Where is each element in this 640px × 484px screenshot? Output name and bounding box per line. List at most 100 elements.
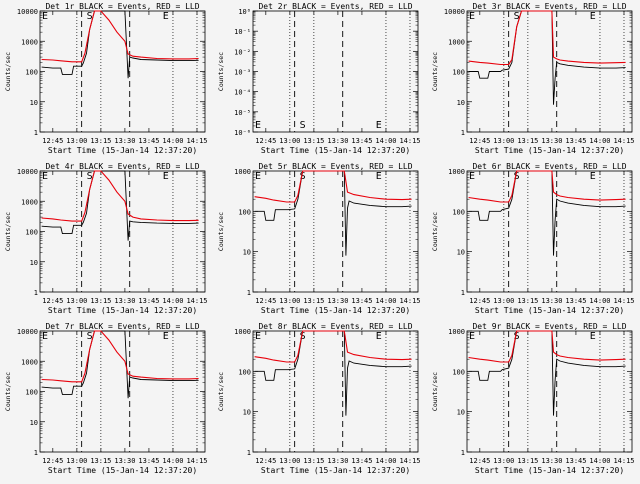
y-tick-label: 1000 — [448, 328, 465, 336]
y-tick-label: 100 — [238, 208, 251, 216]
x-tick-label: 14:00 — [589, 297, 610, 305]
start-marker-label: S — [87, 171, 93, 182]
begin-marker-label: E — [469, 11, 475, 22]
detector-panel: Det 4r BLACK = Events, RED = LLD Counts/s… — [4, 162, 208, 315]
y-tick-label: 10 — [457, 409, 465, 417]
panel-title: Det 8r BLACK = Events, RED = LLD — [258, 322, 412, 331]
y-tick-label: 10⁻¹ — [234, 28, 251, 36]
x-tick-label: 14:15 — [399, 297, 420, 305]
x-tick-label: 13:45 — [565, 457, 586, 465]
detector-panel: Det 2r BLACK = Events, RED = LLD Counts/s… — [217, 2, 421, 155]
panel-title: Det 5r BLACK = Events, RED = LLD — [258, 162, 412, 171]
x-tick-label: 13:30 — [327, 137, 348, 145]
x-tick-label: 13:15 — [517, 457, 538, 465]
x-tick-label: 13:30 — [327, 297, 348, 305]
x-tick-label: 14:15 — [186, 137, 207, 145]
x-tick-label: 13:15 — [90, 297, 111, 305]
y-tick-label: 1 — [461, 449, 465, 457]
end-marker-label: E — [590, 171, 596, 182]
lld-series-line — [41, 170, 199, 222]
x-tick-label: 13:30 — [114, 137, 135, 145]
panel-title: Det 6r BLACK = Events, RED = LLD — [472, 162, 626, 171]
y-tick-label: 1 — [34, 289, 38, 297]
y-tick-label: 100 — [25, 389, 38, 397]
x-axis-label: Start Time (15-Jan-14 12:37:20) — [261, 306, 410, 315]
x-tick-label: 13:45 — [138, 137, 159, 145]
x-tick-label: 14:15 — [399, 137, 420, 145]
x-tick-label: 12:45 — [255, 297, 276, 305]
y-axis-label: Counts/sec — [4, 372, 12, 411]
x-tick-label: 14:00 — [375, 297, 396, 305]
panel-title: Det 4r BLACK = Events, RED = LLD — [45, 162, 199, 171]
lld-series-line — [468, 330, 626, 363]
lld-series-line — [41, 10, 199, 63]
x-tick-label: 13:15 — [303, 137, 324, 145]
y-axis-label: Counts/sec — [4, 52, 12, 91]
x-axis-label: Start Time (15-Jan-14 12:37:20) — [48, 146, 197, 155]
y-tick-label: 1000 — [234, 168, 251, 176]
detector-panel: Det 6r BLACK = Events, RED = LLD Counts/s… — [431, 162, 635, 315]
y-axis-label: Counts/sec — [431, 372, 439, 411]
y-tick-label: 10 — [30, 99, 38, 107]
y-tick-label: 1 — [34, 129, 38, 137]
x-tick-label: 13:15 — [517, 297, 538, 305]
y-tick-label: 10⁻⁵ — [234, 109, 251, 117]
panel-title: Det 2r BLACK = Events, RED = LLD — [258, 2, 412, 11]
begin-marker-label: E — [469, 331, 475, 342]
y-tick-label: 100 — [452, 208, 465, 216]
x-axis-label: Start Time (15-Jan-14 12:37:20) — [261, 146, 410, 155]
lld-series-line — [41, 330, 199, 383]
y-tick-label: 10 — [243, 249, 251, 257]
x-axis-label: Start Time (15-Jan-14 12:37:20) — [475, 306, 624, 315]
y-tick-label: 1 — [461, 129, 465, 137]
x-tick-label: 13:00 — [66, 457, 87, 465]
x-tick-label: 14:00 — [375, 457, 396, 465]
x-tick-label: 12:45 — [255, 137, 276, 145]
events-series-line — [41, 170, 199, 241]
begin-marker-label: E — [255, 331, 261, 342]
x-tick-label: 13:00 — [493, 297, 514, 305]
x-tick-label: 13:30 — [114, 457, 135, 465]
x-tick-label: 12:45 — [42, 137, 63, 145]
panel-title: Det 7r BLACK = Events, RED = LLD — [45, 322, 199, 331]
x-tick-label: 14:15 — [186, 457, 207, 465]
panel-title: Det 3r BLACK = Events, RED = LLD — [472, 2, 626, 11]
end-marker-label: E — [590, 331, 596, 342]
x-axis-label: Start Time (15-Jan-14 12:37:20) — [48, 306, 197, 315]
start-marker-label: S — [300, 331, 306, 342]
x-tick-label: 13:45 — [565, 137, 586, 145]
end-marker-label: E — [163, 11, 169, 22]
x-tick-label: 14:15 — [613, 297, 634, 305]
y-tick-label: 1000 — [234, 328, 251, 336]
y-tick-label: 10⁻³ — [234, 69, 251, 77]
y-tick-label: 1000 — [21, 38, 38, 46]
x-tick-label: 13:15 — [303, 457, 324, 465]
y-tick-label: 10000 — [17, 168, 38, 176]
x-tick-label: 13:30 — [541, 297, 562, 305]
start-marker-label: S — [300, 120, 306, 131]
x-tick-label: 14:15 — [399, 457, 420, 465]
y-tick-label: 100 — [25, 229, 38, 237]
x-tick-label: 14:00 — [589, 137, 610, 145]
x-tick-label: 13:30 — [541, 457, 562, 465]
plot-frame — [39, 10, 206, 133]
x-tick-label: 14:15 — [186, 297, 207, 305]
detector-panel: Det 7r BLACK = Events, RED = LLD Counts/s… — [4, 322, 208, 475]
start-marker-label: S — [87, 11, 93, 22]
x-tick-label: 13:00 — [493, 457, 514, 465]
end-marker-label: E — [163, 171, 169, 182]
events-series-line — [468, 170, 626, 256]
y-tick-label: 1000 — [21, 358, 38, 366]
plot-frame — [466, 330, 633, 453]
x-tick-label: 13:15 — [90, 457, 111, 465]
y-tick-label: 10⁻⁴ — [234, 89, 251, 97]
detector-panel: Det 8r BLACK = Events, RED = LLD Counts/s… — [217, 322, 421, 475]
begin-marker-label: E — [255, 120, 261, 131]
events-series-line — [41, 330, 199, 399]
plot-frame — [252, 170, 419, 293]
end-marker-label: E — [163, 331, 169, 342]
y-tick-label: 10 — [243, 409, 251, 417]
lld-series-line — [254, 170, 412, 203]
